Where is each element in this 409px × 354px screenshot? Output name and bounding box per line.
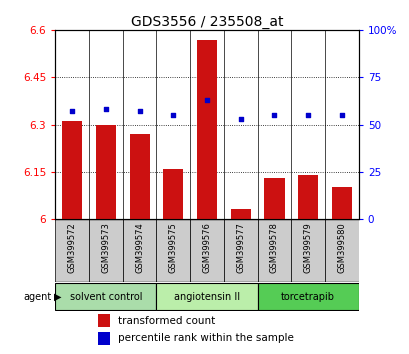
- Text: GSM399577: GSM399577: [236, 222, 245, 273]
- Bar: [331, 188, 351, 219]
- Text: agent: agent: [23, 292, 51, 302]
- Text: solvent control: solvent control: [70, 292, 142, 302]
- Point: [338, 112, 344, 118]
- Text: GSM399578: GSM399578: [269, 222, 278, 273]
- Bar: [122, 219, 156, 282]
- Bar: [62, 121, 82, 219]
- Bar: [55, 219, 89, 282]
- Text: GSM399573: GSM399573: [101, 222, 110, 273]
- Bar: [264, 178, 284, 219]
- Bar: [223, 219, 257, 282]
- Bar: [190, 219, 223, 282]
- Bar: [89, 219, 122, 282]
- Point: [237, 116, 243, 122]
- Text: GSM399576: GSM399576: [202, 222, 211, 273]
- Text: GSM399575: GSM399575: [169, 222, 178, 273]
- Bar: [291, 219, 324, 282]
- Point: [270, 112, 277, 118]
- Bar: [297, 175, 317, 219]
- Text: transformed count: transformed count: [117, 315, 214, 326]
- Bar: [324, 219, 358, 282]
- Bar: [257, 219, 291, 282]
- Point: [170, 112, 176, 118]
- Text: ▶: ▶: [54, 292, 61, 302]
- Point: [304, 112, 311, 118]
- Bar: [55, 283, 156, 310]
- Bar: [156, 219, 190, 282]
- Point: [203, 97, 210, 103]
- Point: [136, 108, 143, 114]
- Text: GSM399572: GSM399572: [67, 222, 76, 273]
- Bar: [163, 169, 183, 219]
- Point: [69, 108, 75, 114]
- Bar: [98, 314, 110, 327]
- Bar: [230, 210, 250, 219]
- Bar: [98, 332, 110, 345]
- Bar: [96, 125, 116, 219]
- Title: GDS3556 / 235508_at: GDS3556 / 235508_at: [130, 15, 283, 29]
- Point: [102, 107, 109, 112]
- Bar: [196, 40, 217, 219]
- Text: torcetrapib: torcetrapib: [281, 292, 335, 302]
- Text: angiotensin II: angiotensin II: [173, 292, 240, 302]
- Text: GSM399579: GSM399579: [303, 222, 312, 273]
- Bar: [257, 283, 358, 310]
- Text: percentile rank within the sample: percentile rank within the sample: [117, 333, 293, 343]
- Bar: [156, 283, 257, 310]
- Bar: [129, 134, 149, 219]
- Text: GSM399580: GSM399580: [337, 222, 346, 273]
- Text: GSM399574: GSM399574: [135, 222, 144, 273]
